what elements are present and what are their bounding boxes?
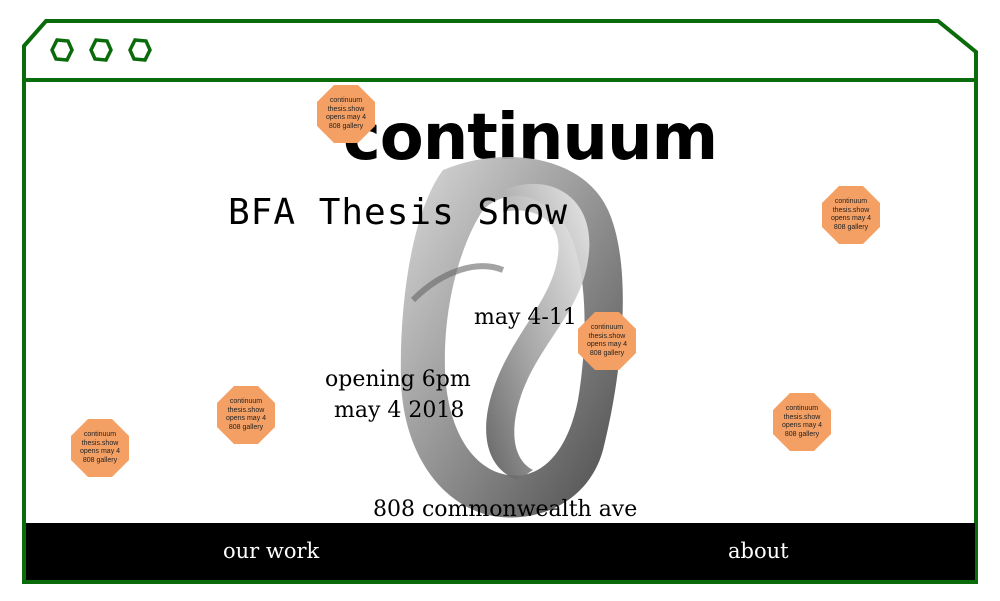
badge-line: continuum — [229, 398, 263, 405]
badge-line: 808 gallery — [228, 423, 264, 431]
opening-time: opening 6pm — [325, 367, 471, 392]
octagon-badge-icon — [317, 85, 375, 143]
badge[interactable]: continuum thesis.show opens may 4 808 ga… — [216, 385, 276, 445]
octagon-badge-icon — [578, 312, 636, 370]
badge-line: opens may 4 — [586, 341, 628, 348]
badge[interactable]: continuum thesis.show opens may 4 808 ga… — [70, 418, 130, 478]
window-button-1[interactable] — [50, 38, 74, 62]
badge-line: thesis.show — [327, 105, 365, 113]
badge[interactable]: continuum thesis.show opens may 4 808 ga… — [577, 311, 637, 371]
badge-line: continuum — [590, 324, 624, 331]
window-button-2[interactable] — [89, 38, 113, 62]
badge-line: 808 gallery — [833, 223, 869, 231]
subtitle: BFA Thesis Show — [228, 192, 569, 233]
opening-date: may 4 2018 — [334, 398, 465, 423]
badge-line: 808 gallery — [328, 122, 364, 130]
octagon-badge-icon — [217, 386, 275, 444]
badge-line: 808 gallery — [589, 349, 625, 357]
badge-line: 808 gallery — [784, 430, 820, 438]
address: 808 commonwealth ave — [373, 497, 638, 522]
badge-line: continuum — [785, 405, 819, 412]
badge[interactable]: continuum thesis.show opens may 4 808 ga… — [316, 84, 376, 144]
badge-line: opens may 4 — [79, 448, 121, 455]
badge-line: thesis.show — [227, 406, 265, 414]
nav-about-link[interactable]: about — [728, 539, 789, 563]
sculpture-image — [400, 157, 623, 518]
date-range: may 4-11 — [474, 305, 577, 330]
nav-bar: our work about — [26, 523, 975, 580]
badge[interactable]: continuum thesis.show opens may 4 808 ga… — [821, 185, 881, 245]
window-button-3[interactable] — [128, 38, 152, 62]
badge-line: continuum — [83, 431, 117, 438]
badge-line: opens may 4 — [781, 422, 823, 429]
octagon-badge-icon — [822, 186, 880, 244]
badge-line: thesis.show — [81, 439, 119, 447]
badge-line: opens may 4 — [225, 415, 267, 422]
badge-line: opens may 4 — [830, 215, 872, 222]
badge-line: thesis.show — [783, 413, 821, 421]
badge-line: continuum — [329, 97, 363, 104]
badge-line: continuum — [834, 198, 868, 205]
badge-line: thesis.show — [588, 332, 626, 340]
badge-line: 808 gallery — [82, 456, 118, 464]
badge-line: thesis.show — [832, 206, 870, 214]
badge-line: opens may 4 — [325, 114, 367, 121]
octagon-badge-icon — [773, 393, 831, 451]
octagon-badge-icon — [71, 419, 129, 477]
nav-our-work-link[interactable]: our work — [223, 539, 320, 563]
badge[interactable]: continuum thesis.show opens may 4 808 ga… — [772, 392, 832, 452]
